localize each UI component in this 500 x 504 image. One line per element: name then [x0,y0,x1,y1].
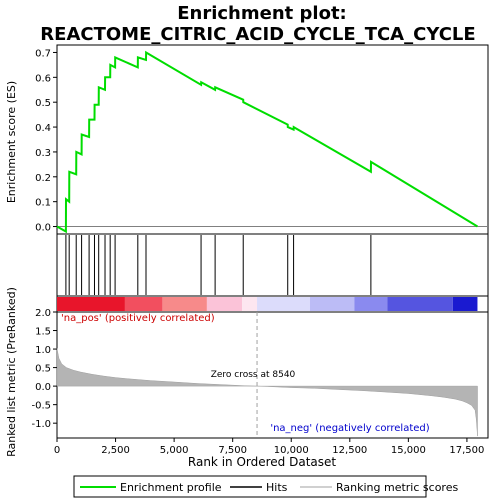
metric-panel: 2.0 1.5 1.0 0.5 0.0 -0.5 -1.0 'na_pos' (positi… [5,287,489,457]
color-bar-segment [57,297,125,311]
hit-lines [65,235,372,295]
pos-label: 'na_pos' (positively correlated) [61,313,215,324]
color-bar-segments [57,297,478,311]
x-axis-label: Rank in Ordered Dataset [188,455,336,469]
x-tick-label: 15,000 [391,445,426,456]
zero-cross-label: Zero cross at 8540 [211,370,296,380]
es-ytick-label: 0.3 [35,148,51,159]
x-tick-label: 17,500 [449,445,484,456]
x-tick-label: 10,000 [274,445,309,456]
color-bar-segment [257,297,310,311]
legend-enrichment-label: Enrichment profile [120,481,222,494]
color-bar-segment [206,297,243,311]
metric-y-ticks: 2.0 1.5 1.0 0.5 0.0 -0.5 -1.0 [31,308,57,430]
legend-metric-label: Ranking metric scores [336,481,458,494]
metric-ylabel: Ranked list metric (PreRanked) [5,287,18,457]
legend-hits-label: Hits [266,481,288,494]
metric-ytick-label: 0.5 [35,364,51,375]
x-axis-ticks: 0 2,500 5,000 7,500 10,000 12,500 15,000 17,500 [54,438,484,456]
es-ytick-label: 0.0 [35,223,51,234]
color-bar-segment [242,297,258,311]
metric-panel-frame [56,311,489,439]
metric-ytick-label: -0.5 [31,401,51,412]
enrichment-profile-line [56,50,479,234]
chart-title-line2: REACTOME_CITRIC_ACID_CYCLE_TCA_CYCLE [40,24,475,45]
es-ylabel: Enrichment score (ES) [5,81,18,203]
es-ytick-label: 0.5 [35,98,51,109]
color-bar-segment [387,297,453,311]
es-ytick-label: 0.6 [35,73,51,84]
chart-title-line1: Enrichment plot: [177,3,347,24]
metric-ytick-label: 0.0 [35,382,51,393]
metric-ytick-label: 2.0 [35,308,51,319]
legend: Enrichment profile Hits Ranking metric s… [73,475,458,498]
color-bar-segment [452,297,478,311]
metric-ytick-label: 1.5 [35,327,51,338]
es-ytick-label: 0.7 [35,48,51,59]
hits-panel [56,233,489,297]
hits-panel-frame [56,233,489,297]
es-ytick-label: 0.4 [35,123,51,134]
color-bar-segment [124,297,163,311]
es-y-ticks: 0.0 0.1 0.2 0.3 0.4 0.5 0.6 0.7 [35,48,57,234]
es-panel-frame [56,44,489,235]
color-bar-segment [162,297,207,311]
es-ytick-label: 0.2 [35,173,51,184]
metric-ytick-label: 1.0 [35,345,51,356]
x-tick-label: 0 [54,445,60,456]
x-tick-label: 5,000 [160,445,189,456]
es-panel: 0.0 0.1 0.2 0.3 0.4 0.5 0.6 0.7 Enrichment scor… [5,44,489,235]
x-tick-label: 7,500 [218,445,247,456]
ranking-metric-area [56,348,478,437]
color-bar-segment [309,297,355,311]
es-ytick-label: 0.1 [35,198,51,209]
x-tick-label: 2,500 [101,445,130,456]
x-tick-label: 12,500 [332,445,367,456]
neg-label: 'na_neg' (negatively correlated) [270,423,429,434]
color-bar-segment [354,297,388,311]
color-bar [56,295,489,313]
metric-ytick-label: -1.0 [31,419,51,430]
